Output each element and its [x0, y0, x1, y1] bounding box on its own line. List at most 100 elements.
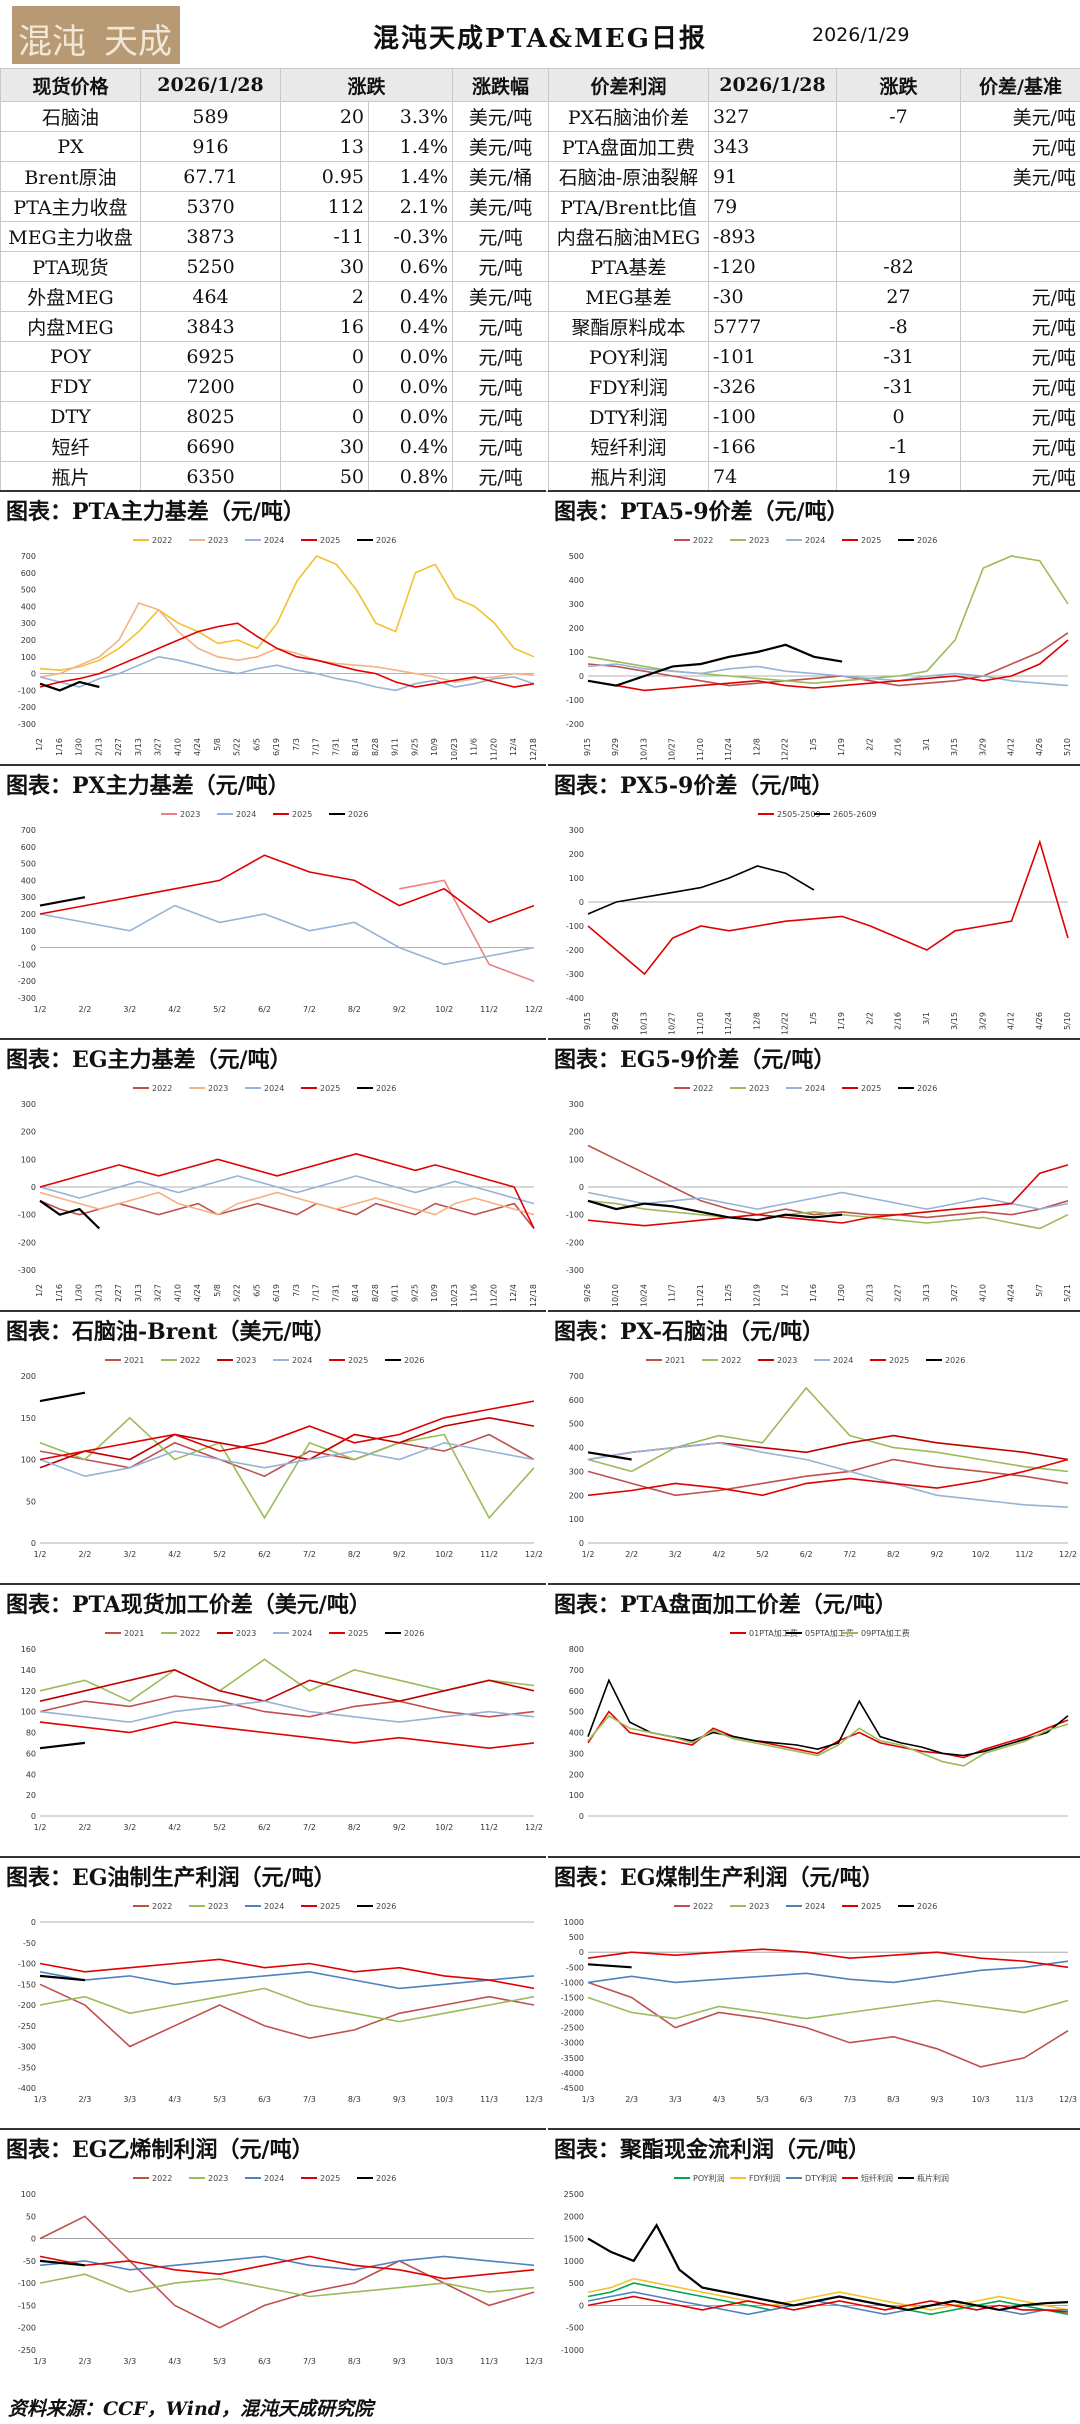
x-axis: 1/2 2/2 3/2 4/2 5/2 6/2 7/2 8/2 9/2 10/2 11/2 12/2 [34, 1550, 543, 1559]
item-unit: 美元/吨 [452, 101, 550, 132]
x-tick-label: 1/2 [34, 1823, 47, 1832]
y-axis: 0 -50 -100 -150 -200 -250 -300 -350 -400 [18, 1918, 534, 2093]
line-chart: 2505-2509 2605-2609 300 200 100 0 -100 -200 -300… [566, 810, 1072, 1034]
y-tick-label: 1000 [564, 2257, 584, 2266]
x-tick-label: 3/15 [950, 1012, 959, 1030]
chart-legend: 2022 2023 2024 2025 2026 [133, 1902, 396, 1911]
y-tick-label: 500 [21, 860, 36, 869]
y-tick-label: -100 [18, 1960, 36, 1969]
y-tick-label: -300 [18, 1266, 36, 1275]
x-tick-label: 9/25 [410, 738, 419, 756]
y-tick-label: 200 [569, 1128, 584, 1137]
chart-legend: 2023 2024 2025 2026 [161, 810, 368, 819]
x-tick-label: 6/2 [258, 1550, 271, 1559]
x-tick-label: 4/3 [168, 2357, 181, 2366]
series-line [587, 1191, 1069, 1210]
table-row: 聚酯原料成本 5777 -8 元/吨 [548, 311, 1080, 342]
x-tick-label: 6/19 [272, 738, 281, 756]
legend-label: 2022 [180, 1356, 200, 1365]
y-tick-label: 200 [569, 1491, 584, 1500]
item-change: -82 [836, 251, 961, 282]
y-axis: 160 140 120 100 80 60 40 20 0 [21, 1645, 534, 1821]
legend-label: 09PTA加工费 [861, 1628, 910, 1638]
line-chart: 2022 2023 2024 2025 2026 700 600 500 400 300 200 10… [18, 536, 538, 760]
series-line [39, 1152, 535, 1229]
legend-label: 2026 [376, 2174, 396, 2183]
y-tick-label: 100 [21, 1456, 36, 1465]
x-tick-label: 4/10 [173, 1284, 182, 1302]
item-name: POY [0, 341, 141, 372]
y-tick-label: 800 [569, 1645, 584, 1654]
x-tick-label: 8/2 [348, 1550, 361, 1559]
spread-profit-table: 价差利润 2026/1/28 涨跌 价差/基准 PX石脑油价差 327 -7 美元/吨… [548, 68, 1080, 492]
x-tick-label: 5/10 [1063, 1012, 1072, 1030]
y-tick-label: 500 [569, 1420, 584, 1429]
legend-label: 05PTA加工费 [805, 1628, 854, 1638]
series-line [587, 1200, 1069, 1230]
table-row: PTA/Brent比值 79 [548, 191, 1080, 222]
item-unit [960, 221, 1080, 252]
x-tick-label: 7/17 [312, 738, 321, 756]
x-tick-label: 8/2 [348, 1823, 361, 1832]
series-line [399, 879, 535, 982]
item-name: PX [0, 131, 141, 162]
item-name: PTA现货 [0, 251, 141, 282]
item-name: 石脑油 [0, 101, 141, 132]
chart-title: 图表：EG5-9价差（元/吨） [554, 1047, 836, 1073]
x-axis: 9/15 9/29 10/13 10/27 11/10 11/24 12/8 12/22 1/5… [583, 1012, 1072, 1034]
x-tick-label: 1/2 [35, 1284, 44, 1297]
chart-legend: 2022 2023 2024 2025 2026 [133, 536, 396, 545]
y-axis: 300 200 100 0 -100 -200 -300 [566, 1100, 1068, 1275]
item-value: 5370 [140, 191, 281, 222]
legend-label: 2023 [236, 1356, 256, 1365]
chart-section [548, 1583, 1080, 1585]
y-tick-label: 400 [569, 1729, 584, 1738]
item-value: 464 [140, 281, 281, 312]
x-tick-label: 9/2 [393, 1550, 406, 1559]
item-value: -893 [708, 221, 837, 252]
chart-title: 图表：PX主力基差（元/吨） [6, 773, 290, 799]
y-tick-label: 500 [569, 1933, 584, 1942]
x-tick-label: 2/3 [78, 2357, 91, 2366]
x-tick-label: 2/3 [78, 2095, 91, 2104]
item-value: -101 [708, 341, 837, 372]
y-tick-label: 100 [569, 648, 584, 657]
legend-label: 2022 [721, 1356, 741, 1365]
spot-price-table: 现货价格 2026/1/28 涨跌 涨跌幅 石脑油 589 20 3.3% 美元/吨 PX… [0, 68, 550, 492]
x-tick-label: 4/3 [168, 2095, 181, 2104]
y-tick-label: 1000 [564, 1918, 584, 1927]
x-tick-label: 1/19 [837, 738, 846, 756]
y-tick-label: 2000 [564, 2212, 584, 2221]
item-change: -1 [836, 431, 961, 462]
table-row: POY 6925 0 0.0% 元/吨 [0, 341, 550, 372]
item-name: 短纤利润 [548, 431, 709, 462]
legend-label: 2505-2509 [777, 810, 821, 819]
legend-label: 2026 [404, 1629, 424, 1638]
table-row: PX 916 13 1.4% 美元/吨 [0, 131, 550, 162]
y-axis: 500 400 300 200 100 0 -100 -200 [566, 552, 1068, 729]
y-tick-label: -300 [18, 994, 36, 1003]
table-row: DTY 8025 0 0.0% 元/吨 [0, 401, 550, 432]
x-tick-label: 12/4 [509, 738, 518, 756]
x-tick-label: 4/2 [168, 1823, 181, 1832]
y-axis: 700 600 500 400 300 200 100 0 -100 -200 -300 [18, 552, 534, 729]
y-tick-label: -2500 [561, 2024, 584, 2033]
y-tick-label: 400 [21, 602, 36, 611]
y-tick-label: -100 [18, 686, 36, 695]
chart-section [0, 2128, 546, 2130]
x-tick-label: 6/2 [800, 1550, 813, 1559]
x-axis: 1/2 2/2 3/2 4/2 5/2 6/2 7/2 8/2 9/2 10/2 11/2 12/2 [582, 1550, 1077, 1559]
x-axis: 1/2 1/16 1/30 2/13 2/27 3/13 3/27 4/10 4/24 5/8 5/… [35, 1284, 538, 1306]
x-tick-label: 6/5 [252, 738, 261, 751]
y-tick-label: 700 [21, 826, 36, 835]
series-line [587, 1996, 1069, 2020]
x-tick-label: 7/31 [331, 738, 340, 756]
x-tick-label: 1/5 [809, 1012, 818, 1025]
x-tick-label: 3/2 [123, 1823, 136, 1832]
x-tick-label: 8/2 [887, 1550, 900, 1559]
x-tick-label: 3/3 [123, 2357, 136, 2366]
item-change: 19 [836, 461, 961, 492]
legend-label: 2025 [320, 536, 340, 545]
table-row: PTA主力收盘 5370 112 2.1% 美元/吨 [0, 191, 550, 222]
line-chart: 2022 2023 2024 2025 2026 1000 500 0 -500 -1000 -15… [561, 1902, 1077, 2104]
